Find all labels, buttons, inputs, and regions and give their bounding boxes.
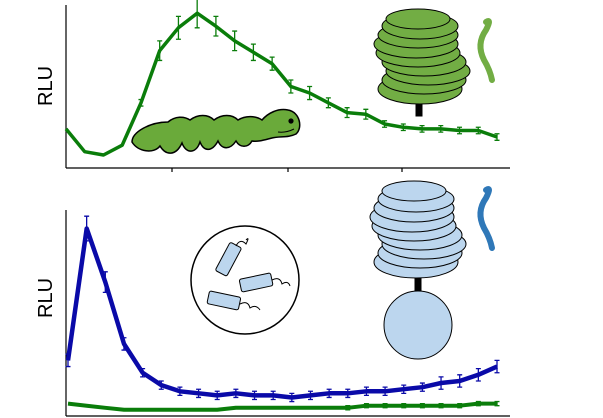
- bottom-series-green-errorbar: [457, 402, 463, 409]
- top-series-green-errorbar: [175, 15, 181, 40]
- top-y-axis-label: RLU: [35, 66, 57, 106]
- bottom-series-blue-errorbar: [307, 390, 313, 401]
- top-series-green-errorbar: [307, 85, 313, 101]
- bottom-series-blue-errorbar: [252, 390, 258, 401]
- bottom-series-green-errorbar: [475, 400, 481, 407]
- bottom-plot-area: [65, 215, 500, 412]
- top-series-green-errorbar: [250, 43, 256, 62]
- bottom-series-green-errorbar: [419, 402, 425, 409]
- top-axes: [65, 5, 510, 172]
- bottom-series-blue-errorbar: [289, 392, 295, 403]
- bottom-series-blue-errorbar: [177, 386, 183, 397]
- top-plot-area: [64, 0, 500, 157]
- bottom-series-blue-errorbar: [84, 215, 90, 242]
- bottom-series-blue-errorbar: [121, 337, 127, 351]
- blue-receptor-structure-icon: [369, 180, 495, 360]
- top-series-green-errorbar: [232, 30, 238, 52]
- bottom-series-blue-errorbar: [140, 367, 146, 378]
- top-series-green-errorbar: [157, 40, 163, 62]
- top-series-green-errorbar: [382, 120, 388, 128]
- bottom-series-green-errorbar: [438, 402, 444, 409]
- top-series-green-errorbar: [400, 123, 406, 132]
- bottom-panel: RLU: [35, 180, 510, 417]
- top-series-green-errorbar: [457, 126, 463, 135]
- bottom-series-blue-errorbar: [102, 271, 108, 294]
- bottom-series-green-errorbar: [345, 405, 351, 411]
- top-series-green-errorbar: [419, 124, 425, 133]
- bottom-series-blue-line: [65, 226, 498, 400]
- bottom-series-blue-errorbar: [158, 380, 164, 390]
- top-series-green-errorbar: [138, 98, 144, 107]
- bottom-series-blue-errorbar: [270, 390, 276, 401]
- bottom-series-blue-errorbar: [494, 359, 500, 374]
- bottom-series-blue-errorbar: [196, 388, 202, 399]
- bacteria-circle-icon: [190, 225, 300, 335]
- top-series-green-errorbar: [325, 97, 331, 109]
- bottom-series-blue-errorbar: [457, 374, 463, 388]
- bottom-series-blue-errorbar: [326, 388, 332, 399]
- bottom-series-green-errorbar: [363, 402, 369, 409]
- bottom-series-green-errorbar: [494, 400, 500, 407]
- top-series-green-errorbar: [344, 107, 350, 119]
- top-panel: RLU: [35, 0, 510, 172]
- top-series-green-errorbar: [288, 79, 294, 94]
- bottom-series-green-errorbar: [401, 402, 407, 409]
- bottom-series-blue-errorbar: [214, 390, 220, 401]
- top-series-green-errorbar: [269, 56, 275, 71]
- bottom-series-blue-errorbar: [363, 386, 369, 397]
- top-series-green-errorbar: [213, 15, 219, 37]
- bottom-series-green-line: [67, 401, 497, 412]
- top-series-green-errorbar: [363, 108, 369, 120]
- bottom-series-blue-errorbar: [345, 388, 351, 399]
- bottom-y-axis-label: RLU: [35, 278, 57, 318]
- bottom-series-blue-errorbar: [233, 388, 239, 399]
- bottom-axes: [65, 210, 510, 417]
- top-series-green-errorbar: [494, 133, 500, 141]
- bottom-series-blue-errorbar: [401, 384, 407, 394]
- bottom-series-blue-errorbar: [475, 367, 481, 382]
- bottom-series-blue-errorbar: [382, 386, 388, 397]
- top-series-green-errorbar: [194, 0, 200, 29]
- bottom-series-blue-errorbar: [65, 353, 71, 368]
- bottom-series-blue-errorbar: [419, 382, 425, 392]
- top-series-green-errorbar: [438, 124, 444, 133]
- green-receptor-structure-icon: [373, 8, 495, 117]
- bottom-series-green-errorbar: [382, 402, 388, 409]
- bottom-series-blue-errorbar: [438, 376, 444, 390]
- caterpillar-icon: [131, 108, 301, 154]
- top-series-green-errorbar: [475, 126, 481, 135]
- top-series-green-line: [64, 11, 498, 157]
